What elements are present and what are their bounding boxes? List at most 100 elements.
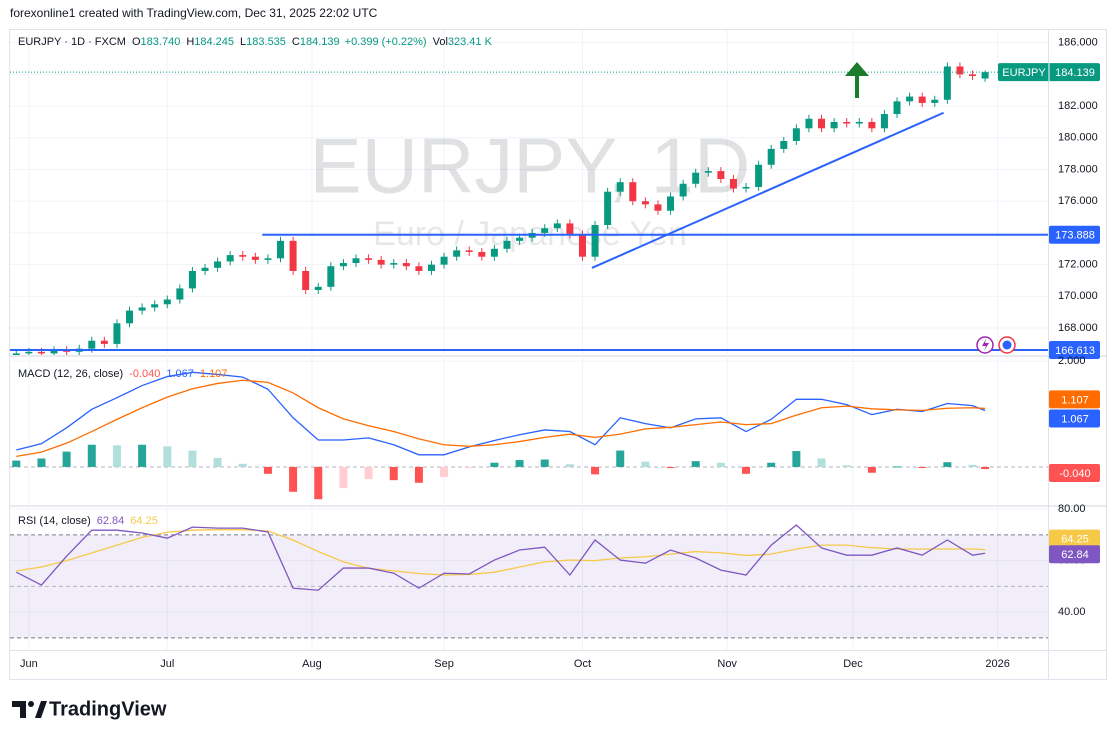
- candle-body: [943, 66, 951, 100]
- histogram-bar: [289, 466, 298, 492]
- candle-body: [201, 267, 209, 271]
- histogram-bar: [163, 446, 172, 467]
- ohlc-value: 183.740: [141, 36, 181, 48]
- candle-body: [969, 74, 977, 76]
- histogram-bar: [591, 466, 600, 475]
- histogram-bar: [968, 464, 977, 467]
- candle-body: [302, 270, 310, 290]
- candle-body: [327, 266, 335, 287]
- trend-line: [591, 111, 944, 269]
- candle-body: [151, 304, 159, 308]
- rsi-ma-value: 64.25: [130, 515, 158, 527]
- rsi-legend-title: RSI (14, close): [18, 515, 91, 527]
- candle-body: [440, 256, 448, 265]
- histogram-bar: [440, 466, 449, 477]
- candle-body: [226, 255, 234, 262]
- price-badge: [1049, 390, 1100, 409]
- symbol-title: EURJPY · 1D · FXCM: [18, 36, 126, 48]
- x-tick-label: Nov: [717, 658, 737, 670]
- histogram-bar: [691, 461, 700, 467]
- candle-body: [780, 140, 788, 149]
- logo-mark: [35, 701, 47, 718]
- candle-body: [277, 240, 285, 259]
- candle-body: [365, 258, 373, 260]
- candle-body: [516, 237, 524, 241]
- ohlc-value: 183.535: [246, 36, 286, 48]
- histogram-bar: [716, 462, 725, 467]
- y-tick-label: 176.000: [1058, 195, 1098, 207]
- up-arrow-drawing: [845, 62, 869, 98]
- signal-line: [16, 379, 986, 458]
- pane-legend: EURJPY · 1D · FXCM O183.740 H184.245 L183.5…: [18, 36, 493, 48]
- candle-body: [427, 264, 435, 271]
- candle-body: [855, 121, 863, 124]
- histogram-bar: [817, 458, 826, 467]
- histogram-bar: [565, 464, 574, 467]
- histogram-bar: [490, 462, 499, 467]
- candle-body: [553, 223, 561, 229]
- pane-legend: RSI (14, close) 62.84 64.25: [18, 515, 158, 527]
- macd-legend-title: MACD (12, 26, close): [18, 368, 123, 380]
- candle-body: [453, 250, 461, 257]
- candle-body: [981, 72, 989, 79]
- histogram-value: -0.040: [129, 368, 160, 380]
- histogram-bar: [842, 465, 851, 467]
- candle-body: [880, 114, 888, 129]
- candle-body: [805, 118, 813, 129]
- price-badge-label: 1.107: [1061, 394, 1089, 406]
- candle-body: [843, 121, 851, 124]
- histogram-bar: [666, 466, 675, 468]
- candle-body: [465, 250, 473, 252]
- candle-body: [641, 201, 649, 205]
- candle-body: [478, 251, 486, 257]
- candle-body: [37, 351, 45, 354]
- candle-body: [578, 234, 586, 257]
- y-tick-label: 40.00: [1058, 606, 1086, 618]
- candle-body: [264, 258, 272, 260]
- symbol-badge-label: EURJPY: [1002, 67, 1046, 79]
- price-badge: [1049, 529, 1100, 548]
- last-price-label: 184.139: [1055, 67, 1095, 79]
- histogram-bar: [364, 466, 373, 480]
- price-badge: [1049, 341, 1100, 360]
- logo-text: TradingView: [49, 698, 167, 720]
- histogram-bar: [238, 463, 247, 467]
- candle-body: [566, 223, 574, 235]
- macd-line: [16, 371, 986, 456]
- candle-body: [541, 228, 549, 233]
- candle-body: [667, 196, 675, 211]
- histogram-bar: [641, 461, 650, 467]
- candle-body: [214, 261, 222, 268]
- ohlc-key: H: [186, 36, 194, 48]
- logo: TradingView: [12, 698, 167, 720]
- candle-body: [704, 171, 712, 173]
- x-tick-label: 2026: [985, 658, 1009, 670]
- y-tick-label: 2.000: [1058, 355, 1086, 367]
- histogram-bar: [314, 466, 323, 500]
- histogram-bar: [981, 466, 990, 470]
- x-tick-label: Aug: [302, 658, 322, 670]
- candle-body: [113, 323, 121, 344]
- change-value: +0.399 (+0.22%): [345, 36, 427, 48]
- price-badge-label: 173.888: [1055, 230, 1095, 242]
- price-badge-label: 62.84: [1061, 549, 1089, 561]
- alert-icon-glyph: [982, 339, 989, 351]
- y-tick-label: 178.000: [1058, 163, 1098, 175]
- candle-body: [176, 288, 184, 300]
- candle-body: [792, 128, 800, 141]
- candle-body: [377, 259, 385, 265]
- event-icon-glyph: [1002, 340, 1012, 350]
- x-tick-label: Jul: [160, 658, 174, 670]
- candle-body: [604, 191, 612, 225]
- candle-body: [654, 204, 662, 211]
- logo-mark: [12, 701, 26, 718]
- y-tick-label: 80.00: [1058, 503, 1086, 515]
- volume-key: Vol: [433, 36, 448, 48]
- x-tick-label: Jun: [20, 658, 38, 670]
- candle-body: [138, 307, 146, 311]
- candle-body: [390, 263, 398, 265]
- histogram-bar: [465, 466, 474, 468]
- rsi-value: 62.84: [97, 515, 125, 527]
- histogram-bar: [37, 458, 46, 467]
- price-badge-label: 166.613: [1055, 345, 1095, 357]
